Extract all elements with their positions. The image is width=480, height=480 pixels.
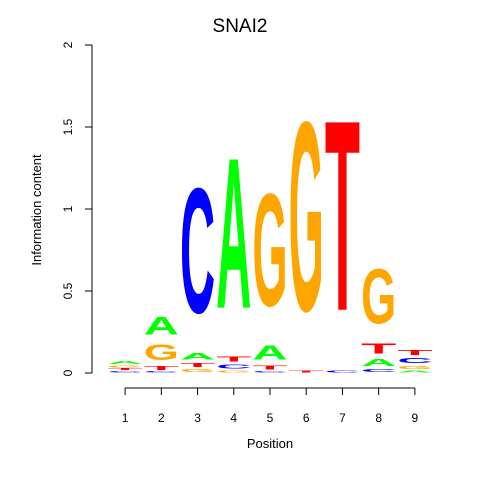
logo-letter-t: T bbox=[252, 364, 287, 371]
x-tick-label: 5 bbox=[267, 411, 274, 425]
x-tick-label: 1 bbox=[122, 411, 129, 425]
logo-letter-g: G bbox=[144, 340, 179, 365]
logo-letter-c: C bbox=[325, 370, 360, 373]
logo-letter-g: G bbox=[216, 370, 251, 373]
x-axis: 1 2 3 4 5 6 7 8 9 bbox=[122, 387, 419, 425]
logo-letter-c: C bbox=[108, 371, 143, 373]
y-tick-label: 1 bbox=[61, 205, 75, 212]
y-axis: 0 0.5 1 1.5 2 bbox=[61, 41, 93, 376]
logo-letter-a: A bbox=[144, 313, 179, 341]
y-tick-label: 2 bbox=[61, 41, 75, 48]
logo-letter-c: C bbox=[252, 371, 287, 373]
logo-letter-g: G bbox=[108, 365, 143, 368]
logo-letter-a: A bbox=[216, 114, 251, 354]
logo-letter-g: G bbox=[397, 365, 432, 370]
logo-letter-c: C bbox=[397, 357, 432, 365]
y-axis-label: Information content bbox=[29, 154, 44, 266]
logo-letter-t: T bbox=[289, 370, 324, 373]
logo-letter-t: T bbox=[361, 340, 397, 356]
x-tick-label: 3 bbox=[194, 411, 201, 425]
x-tick-label: 6 bbox=[303, 411, 310, 425]
logo-column: TG bbox=[289, 66, 324, 373]
x-tick-label: 8 bbox=[375, 411, 382, 425]
logo-letter-t: T bbox=[216, 355, 251, 363]
logo-letter-a: A bbox=[180, 352, 215, 362]
chart-title: SNAI2 bbox=[213, 16, 268, 37]
logo-letter-a: A bbox=[361, 357, 396, 368]
y-tick-label: 1.5 bbox=[61, 118, 75, 135]
logo-letter-a: A bbox=[252, 341, 287, 364]
logo-letter-c: C bbox=[180, 150, 215, 351]
y-tick-label: 0.5 bbox=[61, 282, 75, 299]
logo-letter-g: G bbox=[252, 161, 287, 341]
x-tick-label: 4 bbox=[230, 411, 237, 425]
logo-letter-t: T bbox=[108, 368, 143, 370]
x-axis-label: Position bbox=[247, 436, 293, 451]
logo-letter-t: T bbox=[397, 348, 432, 356]
logo-letter-c: C bbox=[216, 363, 251, 369]
logo-letter-g: G bbox=[289, 66, 324, 369]
logo-column: CT bbox=[325, 64, 360, 374]
logo-letter-a: A bbox=[397, 370, 432, 373]
logo-letter-c: C bbox=[361, 368, 396, 373]
x-tick-label: 9 bbox=[412, 411, 419, 425]
x-tick-label: 7 bbox=[339, 411, 346, 425]
logo-letter-a: A bbox=[108, 360, 143, 365]
logo-letter-c: C bbox=[144, 371, 179, 373]
logo-letter-g: G bbox=[180, 368, 215, 373]
logo-letter-g: G bbox=[361, 255, 396, 341]
logo-letter-t: T bbox=[325, 64, 360, 368]
logo-letter-t: T bbox=[180, 361, 215, 368]
y-tick-label: 0 bbox=[61, 369, 75, 376]
x-tick-label: 2 bbox=[158, 411, 165, 425]
logo-letter-t: T bbox=[144, 365, 179, 372]
